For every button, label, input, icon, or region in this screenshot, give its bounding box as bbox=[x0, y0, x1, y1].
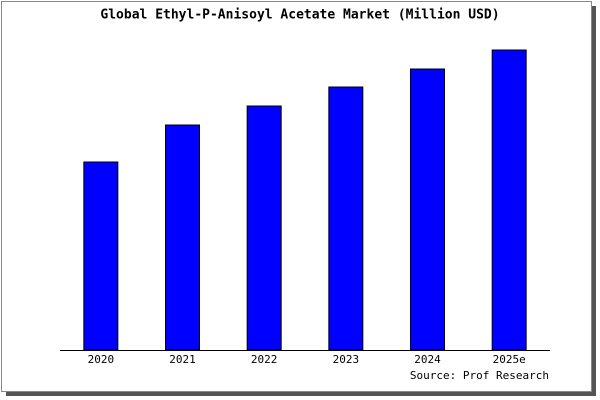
x-tick-label: 2023 bbox=[333, 353, 360, 366]
bar bbox=[410, 68, 445, 351]
source-note: Source: Prof Research bbox=[410, 369, 549, 382]
bar bbox=[165, 124, 200, 351]
x-tick-label: 2020 bbox=[88, 353, 115, 366]
bar bbox=[246, 105, 282, 351]
bar bbox=[328, 86, 364, 351]
x-tick-label: 2022 bbox=[251, 353, 278, 366]
bar bbox=[491, 49, 527, 351]
bar bbox=[83, 161, 119, 351]
x-tick-label: 2021 bbox=[169, 353, 196, 366]
chart-title: Global Ethyl-P-Anisoyl Acetate Market (M… bbox=[100, 8, 499, 23]
x-tick-label: 2025e bbox=[493, 353, 526, 366]
x-tick-label: 2024 bbox=[414, 353, 441, 366]
